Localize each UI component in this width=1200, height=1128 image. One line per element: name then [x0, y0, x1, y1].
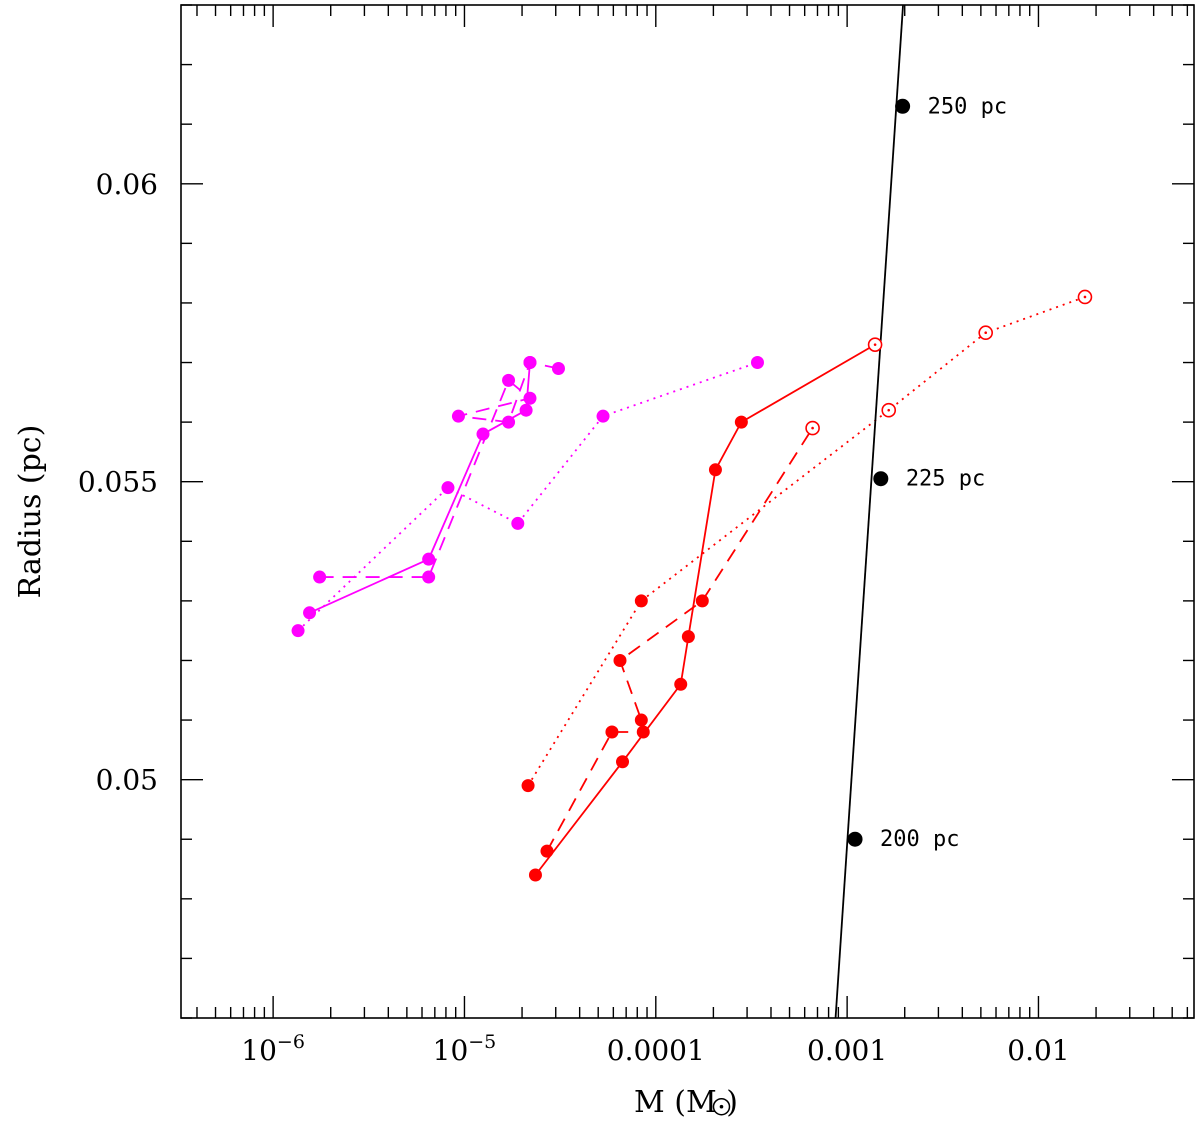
data-point: [708, 463, 722, 477]
x-tick-label: 0.01: [1007, 1034, 1069, 1067]
series-line-3: [534, 343, 876, 876]
annotation-point: [847, 831, 863, 847]
data-point: [523, 391, 537, 405]
x-tick-label: 0.001: [807, 1034, 887, 1067]
data-point: [596, 409, 610, 423]
marker-layer: [291, 98, 1093, 882]
data-point-open-dot: [887, 408, 891, 412]
data-point: [750, 356, 764, 370]
data-point-open-dot: [811, 426, 814, 430]
data-point: [422, 552, 436, 566]
data-point-open-dot: [984, 331, 988, 335]
data-point: [502, 415, 516, 429]
data-point: [528, 868, 542, 882]
series-line-2: [297, 361, 758, 632]
reference-layer: [834, 4, 904, 1019]
data-point: [695, 594, 709, 608]
data-point: [634, 713, 648, 727]
annotation-label: 250 pc: [928, 94, 1007, 119]
data-point: [540, 844, 554, 858]
data-point: [523, 356, 537, 370]
sun-dot: [719, 1104, 724, 1109]
annotation-point: [895, 98, 911, 114]
data-point-open-dot: [873, 343, 877, 346]
series-line-5: [527, 296, 1086, 787]
x-tick-label: 0.0001: [607, 1034, 705, 1067]
data-point: [313, 570, 327, 584]
data-point: [605, 725, 619, 739]
data-point: [674, 677, 688, 691]
sun-symbol-icon: [712, 1097, 731, 1116]
annotation-label: 225 pc: [906, 467, 985, 492]
x-tick-label: 10−6: [241, 1031, 305, 1067]
data-point: [613, 653, 627, 667]
series-line-1: [319, 361, 559, 578]
reference-line: [834, 4, 904, 1019]
series-line-0: [309, 362, 531, 614]
data-point: [734, 415, 748, 429]
y-tick-label: 0.06: [96, 168, 158, 201]
data-point: [519, 403, 533, 417]
y-axis-title: Radius (pc): [13, 425, 48, 599]
x-axis-title: M (M ): [634, 1085, 738, 1120]
data-point-open-dot: [1083, 295, 1087, 299]
data-point: [551, 361, 565, 375]
annotation-point: [873, 471, 889, 487]
data-point: [681, 630, 695, 644]
data-point: [422, 570, 436, 584]
data-point: [451, 409, 465, 423]
data-point: [636, 725, 650, 739]
data-point: [476, 427, 490, 441]
tick-layer: [181, 4, 1194, 1019]
y-tick-label: 0.055: [78, 466, 158, 499]
data-point: [521, 779, 535, 793]
annotation-label: 200 pc: [880, 827, 959, 852]
data-point: [634, 594, 648, 608]
data-point: [511, 516, 525, 530]
data-point: [291, 624, 305, 638]
y-tick-label: 0.05: [96, 764, 158, 797]
sun-ring: [712, 1097, 731, 1116]
x-tick-label: 10−5: [433, 1031, 497, 1067]
series-layer: [297, 296, 1086, 876]
data-point: [502, 373, 516, 387]
label-layer: 10−6 10−5 0.0001 0.001 0.01 0.05 0.055 0.06 250 …: [78, 94, 1070, 1067]
series-line-4: [546, 427, 814, 852]
plot-frame: [180, 4, 1195, 1019]
x-axis-title-main: M (M: [634, 1085, 717, 1120]
data-point: [441, 481, 455, 495]
data-point: [616, 755, 630, 769]
x-axis-title-suffix: ): [726, 1085, 738, 1120]
data-point: [303, 606, 317, 620]
